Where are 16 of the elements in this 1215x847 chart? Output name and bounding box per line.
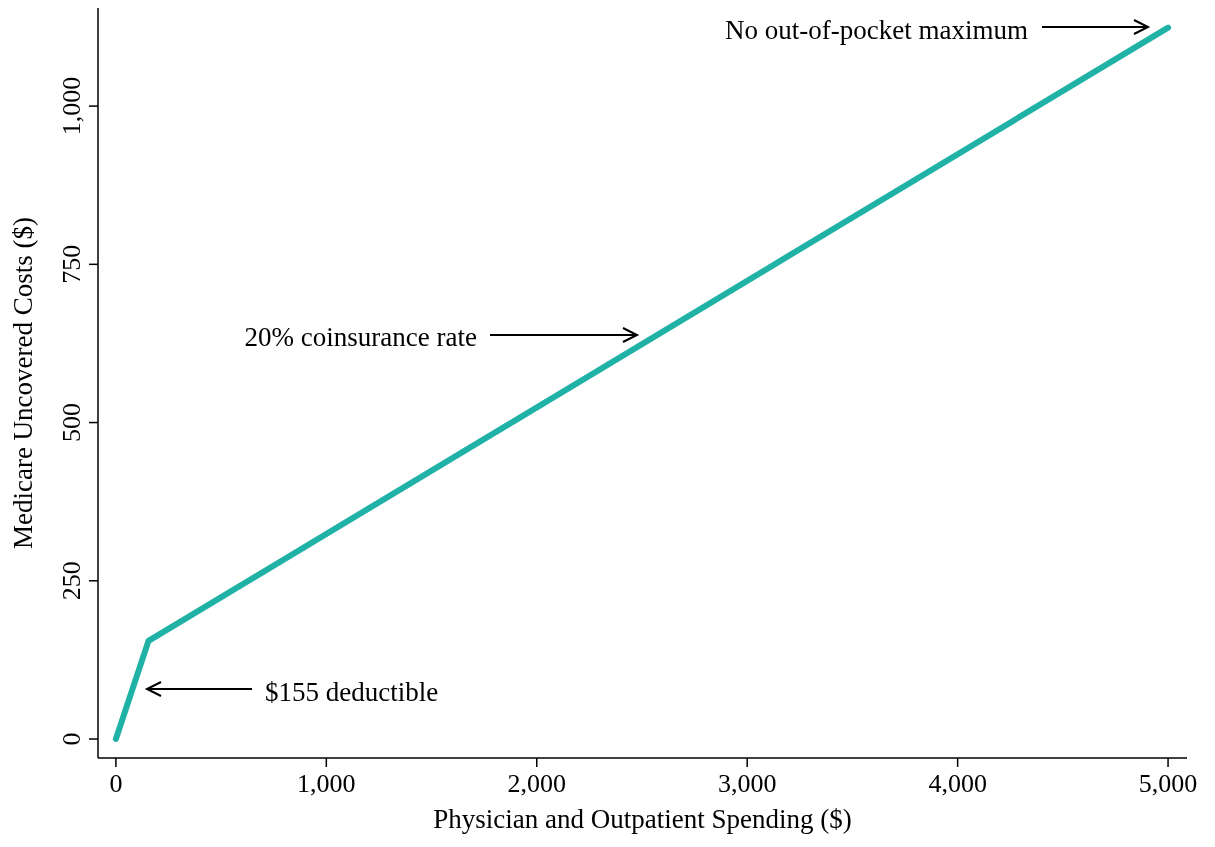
x-tick-label: 4,000	[928, 769, 987, 798]
y-tick-label: 750	[57, 244, 86, 284]
annotation: No out-of-pocket maximum	[725, 15, 1028, 46]
y-axis-title: Medicare Uncovered Costs ($)	[8, 216, 38, 550]
x-tick-label: 3,000	[717, 769, 777, 798]
x-axis-title: Physician and Outpatient Spending ($)	[433, 804, 852, 834]
y-tick-label: 0	[57, 732, 86, 746]
annotation: $155 deductible	[265, 677, 439, 708]
x-tick-label: 5,000	[1138, 769, 1198, 798]
annotation: 20% coinsurance rate	[244, 322, 478, 353]
y-tick-label: 500	[57, 403, 86, 443]
x-tick-label: 2,000	[507, 769, 567, 798]
y-tick-label: 250	[57, 561, 86, 601]
x-tick-label: 1,000	[297, 769, 356, 798]
x-tick-label: 0	[109, 769, 123, 798]
y-tick-label: 1,000	[57, 76, 86, 136]
